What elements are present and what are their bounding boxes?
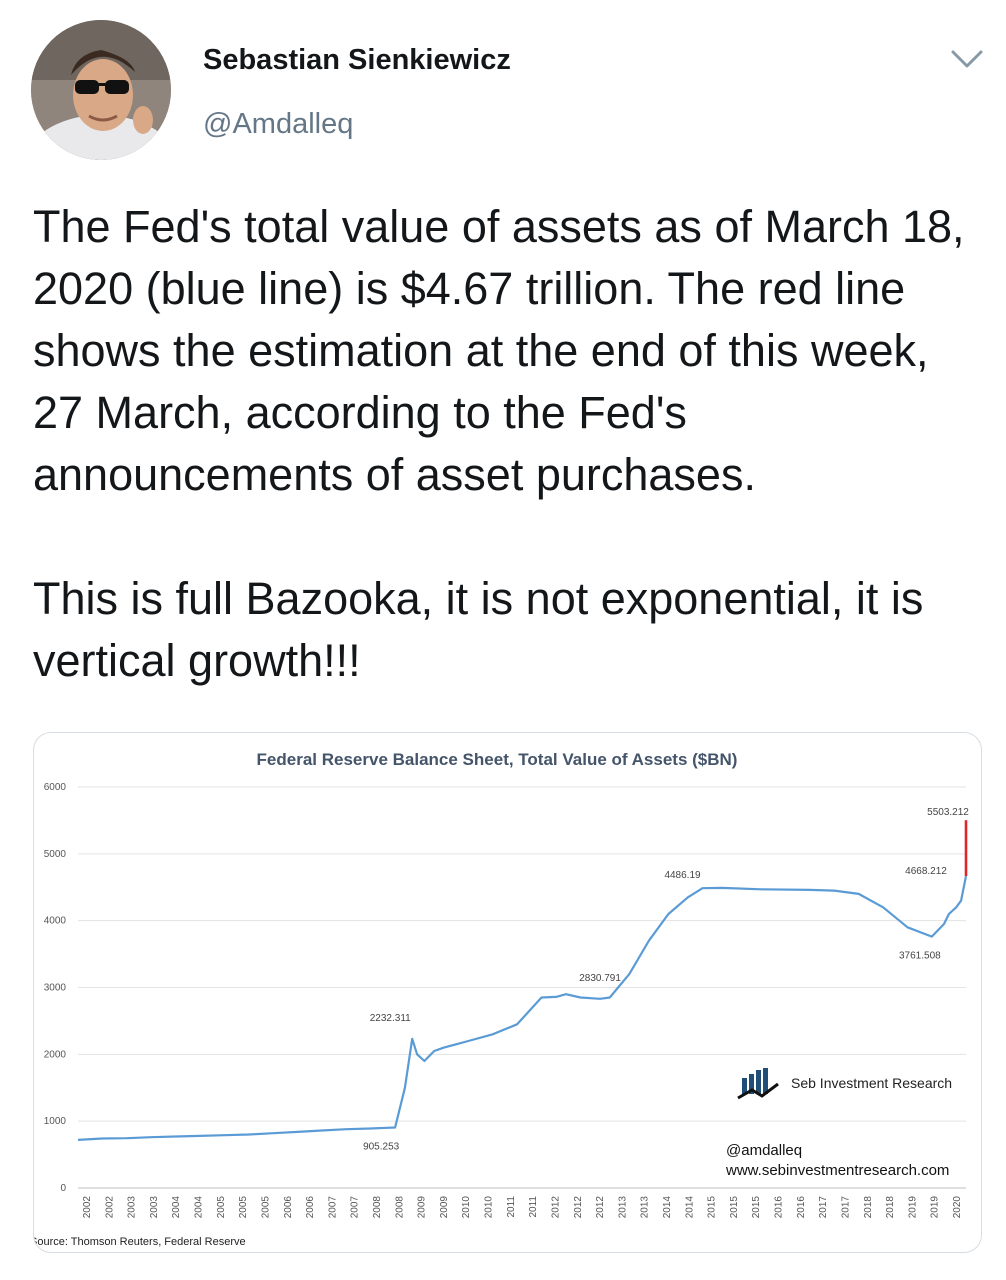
chart-grid	[78, 786, 966, 1189]
data-label: 4668.212	[905, 866, 947, 877]
author-name[interactable]: Sebastian Sienkiewicz	[203, 44, 511, 76]
tweet-text: The Fed's total value of assets as of Ma…	[33, 201, 965, 686]
x-tick-label: 2011	[506, 1196, 517, 1218]
x-tick-label: 2012	[595, 1196, 606, 1219]
x-tick-label: 2010	[461, 1196, 472, 1219]
x-tick-label: 2019	[930, 1196, 941, 1219]
y-tick-label: 6000	[44, 782, 67, 793]
data-label: 5503.212	[927, 807, 969, 818]
x-tick-label: 2020	[952, 1196, 963, 1219]
x-tick-label: 2002	[82, 1196, 93, 1219]
chart: Federal Reserve Balance Sheet, Total Val…	[34, 750, 969, 1248]
x-tick-label: 2005	[260, 1196, 271, 1219]
data-label: 3761.508	[899, 951, 941, 962]
x-tick-label: 2005	[238, 1196, 249, 1219]
x-tick-label: 2016	[796, 1196, 807, 1219]
x-tick-label: 2018	[885, 1196, 896, 1219]
x-tick-label: 2012	[550, 1196, 561, 1219]
x-tick-label: 2004	[194, 1196, 205, 1219]
brand-url: www.sebinvestmentresearch.com	[725, 1162, 949, 1179]
x-tick-label: 2017	[818, 1196, 829, 1219]
data-label: 2830.791	[579, 973, 621, 984]
chevron-down-icon[interactable]	[949, 46, 985, 72]
y-tick-label: 3000	[44, 983, 67, 994]
chart-card[interactable]: Federal Reserve Balance Sheet, Total Val…	[33, 732, 982, 1253]
author-handle[interactable]: @Amdalleq	[203, 108, 354, 140]
x-tick-label: 2011	[528, 1196, 539, 1218]
y-tick-label: 0	[60, 1183, 66, 1194]
x-tick-label: 2006	[283, 1196, 294, 1219]
y-axis-ticks: 0 1000 2000 3000 4000 5000 6000	[44, 782, 67, 1194]
x-tick-label: 2012	[573, 1196, 584, 1219]
x-tick-label: 2004	[171, 1196, 182, 1219]
x-tick-label: 2007	[327, 1196, 338, 1219]
x-tick-label: 2013	[617, 1196, 628, 1219]
x-tick-label: 2019	[907, 1196, 918, 1219]
data-label: 2232.311	[370, 1013, 411, 1024]
x-tick-label: 2016	[774, 1196, 785, 1219]
x-tick-label: 2015	[751, 1196, 762, 1219]
data-label: 4486.19	[664, 870, 701, 881]
source-note: Source: Thomson Reuters, Federal Reserve	[34, 1236, 246, 1248]
y-tick-label: 5000	[44, 849, 67, 860]
x-tick-label: 2015	[729, 1196, 740, 1219]
x-tick-label: 2009	[417, 1196, 428, 1219]
x-tick-label: 2007	[350, 1196, 361, 1219]
x-tick-label: 2008	[394, 1196, 405, 1219]
chart-title: Federal Reserve Balance Sheet, Total Val…	[257, 750, 738, 769]
x-tick-label: 2003	[127, 1196, 138, 1219]
data-labels: 905.253 2232.311 2830.791 4486.19 3761.508 46…	[363, 807, 969, 1152]
y-tick-label: 1000	[44, 1116, 67, 1127]
x-tick-label: 2017	[840, 1196, 851, 1219]
brand-handle: @amdalleq	[726, 1142, 802, 1159]
avatar-photo	[31, 20, 171, 160]
brand-logo-icon	[737, 1068, 779, 1100]
y-tick-label: 4000	[44, 916, 67, 927]
x-tick-label: 2003	[149, 1196, 160, 1219]
x-tick-label: 2013	[640, 1196, 651, 1219]
x-tick-label: 2015	[707, 1196, 718, 1219]
x-tick-label: 2014	[662, 1196, 673, 1219]
x-tick-label: 2008	[372, 1196, 383, 1219]
series-line-assets	[77, 875, 968, 1141]
x-tick-label: 2009	[439, 1196, 450, 1219]
x-tick-label: 2018	[863, 1196, 874, 1219]
x-tick-label: 2002	[104, 1196, 115, 1219]
x-tick-label: 2005	[216, 1196, 227, 1219]
x-tick-label: 2006	[305, 1196, 316, 1219]
x-axis-ticks: 2002 2002 2003 2003 2004 2004 2005 2005 2005 2006…	[82, 1196, 963, 1219]
data-label: 905.253	[363, 1141, 400, 1152]
x-tick-label: 2010	[484, 1196, 495, 1219]
y-tick-label: 2000	[44, 1049, 67, 1060]
avatar[interactable]	[31, 20, 171, 160]
x-tick-label: 2014	[684, 1196, 695, 1219]
brand-name: Seb Investment Research	[791, 1075, 952, 1091]
chart-lines	[77, 820, 968, 1141]
